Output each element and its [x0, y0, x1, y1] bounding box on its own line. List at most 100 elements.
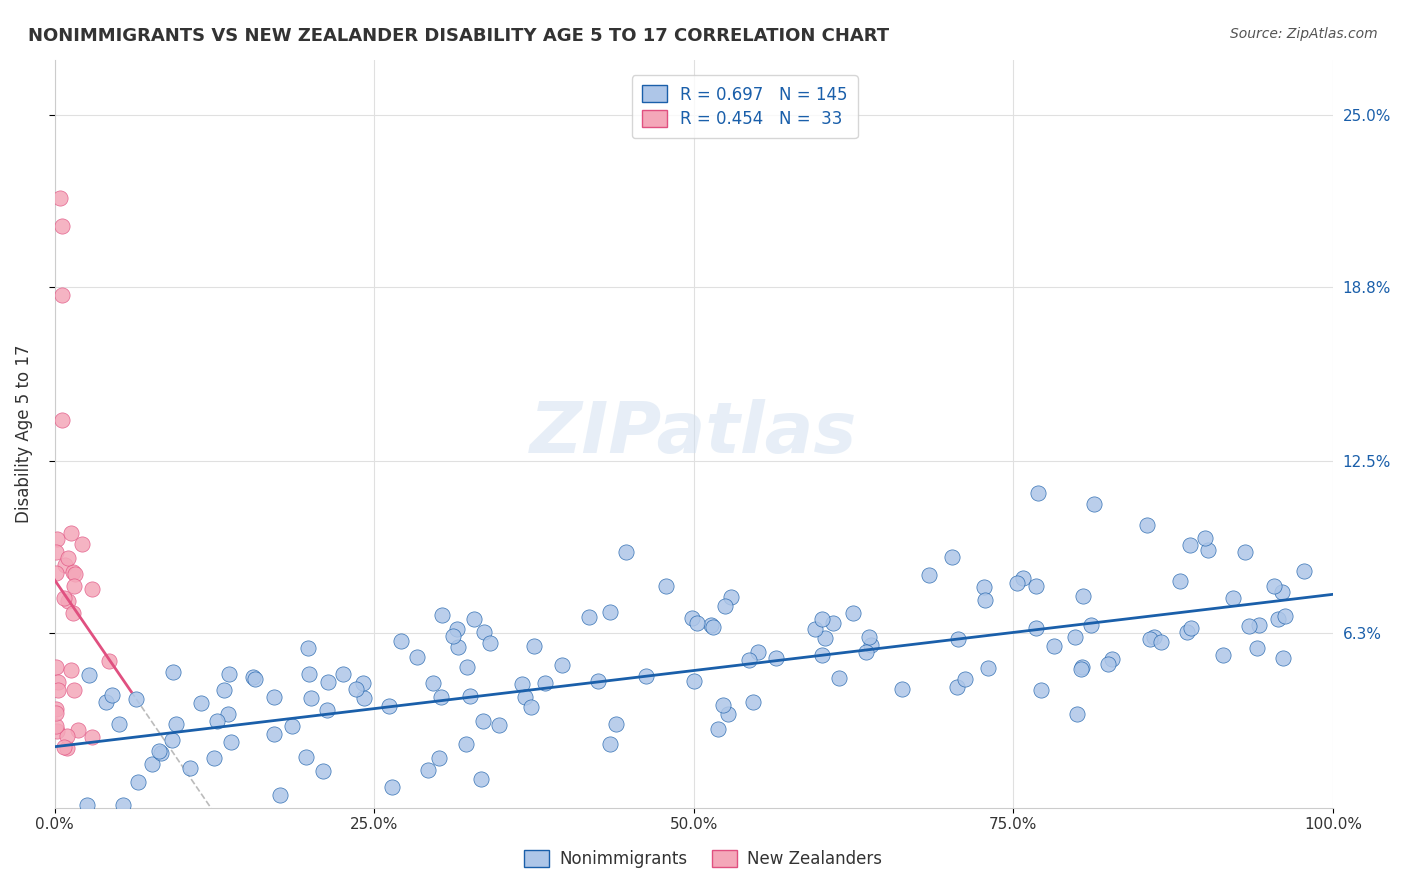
Point — [125, 691, 148, 706]
Point — [700, 618, 723, 632]
Point — [430, 690, 453, 704]
Point — [294, 749, 316, 764]
Point — [55, 558, 77, 572]
Point — [1178, 538, 1201, 552]
Point — [842, 606, 865, 620]
Legend: Nonimmigrants, New Zealanders: Nonimmigrants, New Zealanders — [517, 843, 889, 875]
Point — [520, 699, 543, 714]
Point — [46, 682, 69, 697]
Point — [1012, 572, 1035, 586]
Point — [1197, 542, 1219, 557]
Point — [221, 735, 243, 749]
Point — [389, 633, 412, 648]
Point — [1175, 625, 1198, 640]
Point — [190, 696, 212, 710]
Point — [1239, 619, 1261, 633]
Point — [63, 579, 86, 593]
Point — [80, 730, 103, 744]
Point — [353, 691, 375, 706]
Point — [702, 620, 724, 634]
Point — [51, 219, 73, 233]
Point — [765, 651, 787, 665]
Point — [344, 681, 367, 696]
Point — [823, 615, 845, 630]
Point — [586, 674, 609, 689]
Point — [1136, 517, 1159, 532]
Point — [45, 566, 67, 581]
Point — [1222, 591, 1244, 605]
Point — [405, 649, 427, 664]
Point — [111, 797, 134, 812]
Point — [94, 695, 117, 709]
Point — [1246, 640, 1268, 655]
Point — [803, 623, 825, 637]
Point — [165, 716, 187, 731]
Point — [599, 737, 621, 751]
Point — [60, 525, 83, 540]
Point — [683, 673, 706, 688]
Point — [1180, 621, 1202, 635]
Point — [1005, 575, 1028, 590]
Point — [205, 714, 228, 728]
Point — [1066, 707, 1088, 722]
Point — [59, 663, 82, 677]
Point — [614, 545, 637, 559]
Point — [456, 660, 478, 674]
Point — [280, 719, 302, 733]
Point — [1234, 545, 1257, 559]
Point — [973, 580, 995, 594]
Point — [742, 695, 765, 709]
Point — [100, 688, 122, 702]
Point — [1101, 652, 1123, 666]
Point — [51, 413, 73, 427]
Point — [686, 615, 709, 630]
Point — [45, 706, 67, 720]
Point — [828, 671, 851, 685]
Point — [160, 732, 183, 747]
Point — [714, 599, 737, 613]
Point — [446, 622, 468, 636]
Point — [654, 579, 676, 593]
Point — [179, 761, 201, 775]
Point — [217, 707, 239, 722]
Point — [1083, 497, 1105, 511]
Point — [127, 775, 149, 789]
Point — [45, 724, 67, 739]
Point — [422, 675, 444, 690]
Point — [77, 667, 100, 681]
Point — [738, 653, 761, 667]
Point — [533, 676, 555, 690]
Point — [332, 666, 354, 681]
Point — [149, 747, 172, 761]
Point — [472, 714, 495, 729]
Point — [973, 593, 995, 607]
Point — [56, 550, 79, 565]
Point — [62, 565, 84, 579]
Y-axis label: Disability Age 5 to 17: Disability Age 5 to 17 — [15, 344, 32, 523]
Point — [263, 726, 285, 740]
Point — [977, 661, 1000, 675]
Point — [605, 716, 627, 731]
Point — [890, 681, 912, 696]
Text: NONIMMIGRANTS VS NEW ZEALANDER DISABILITY AGE 5 TO 17 CORRELATION CHART: NONIMMIGRANTS VS NEW ZEALANDER DISABILIT… — [28, 27, 889, 45]
Text: ZIPatlas: ZIPatlas — [530, 399, 858, 468]
Point — [45, 544, 67, 558]
Point — [46, 674, 69, 689]
Point — [63, 567, 86, 582]
Point — [523, 639, 546, 653]
Point — [855, 645, 877, 659]
Point — [429, 751, 451, 765]
Point — [917, 567, 939, 582]
Point — [45, 533, 67, 547]
Point — [80, 582, 103, 597]
Point — [352, 675, 374, 690]
Point — [1168, 574, 1191, 588]
Point — [1139, 632, 1161, 646]
Point — [458, 689, 481, 703]
Point — [1097, 657, 1119, 672]
Point — [70, 536, 93, 550]
Point — [378, 699, 401, 714]
Point — [1025, 621, 1047, 635]
Point — [470, 772, 492, 786]
Legend: R = 0.697   N = 145, R = 0.454   N =  33: R = 0.697 N = 145, R = 0.454 N = 33 — [631, 76, 858, 138]
